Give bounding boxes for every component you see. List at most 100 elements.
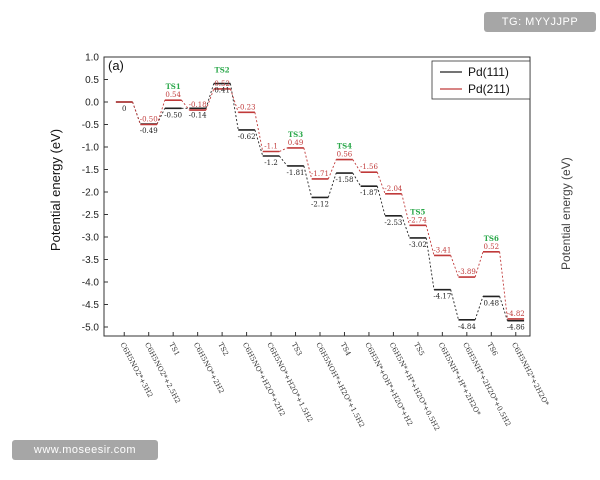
x-tick-label: C6H5N*+H*+H2O*+0.5H2 (388, 341, 441, 432)
x-tick-label: TS6 (486, 341, 500, 358)
transition-state-label: TS2 (215, 66, 230, 75)
x-tick-label: TS2 (216, 341, 230, 357)
connector-pd111 (156, 108, 166, 125)
connector-pd111 (254, 129, 264, 157)
data-label-pd111: -2.12 (311, 200, 329, 208)
connector-pd211 (425, 225, 435, 256)
data-label-pd111: -4.86 (507, 324, 525, 332)
transition-state-label: TS4 (337, 142, 352, 151)
transition-state-label: TS6 (484, 234, 499, 243)
y-tick-label: -1.0 (82, 143, 100, 154)
x-tick-label: TS5 (412, 341, 426, 357)
y-tick-label: 1.0 (85, 53, 99, 64)
legend-label-pd211: Pd(211) (468, 82, 510, 96)
data-label-pd211: -1.56 (360, 163, 378, 171)
y-tick-label: -3.5 (82, 255, 100, 266)
data-label-pd111: -4.17 (433, 293, 451, 301)
data-label-pd211: -4.82 (507, 310, 525, 318)
data-label-pd111: -4.84 (458, 323, 476, 331)
connector-pd111 (279, 155, 288, 167)
x-tick-label: TS4 (339, 341, 353, 358)
legend-label-pd111: Pd(111) (468, 65, 509, 79)
connector-pd111 (474, 296, 484, 320)
y-tick-label: 0.5 (85, 75, 99, 86)
connector-pd211 (474, 251, 484, 278)
connector-pd211 (230, 88, 239, 113)
x-tick-label: C6H5N*+OH*+H2O*+H2 (363, 341, 414, 427)
connector-pd111 (499, 296, 508, 321)
y-axis-title: Potential energy (eV) (48, 129, 63, 251)
panel-label: (a) (108, 58, 124, 73)
connector-pd111 (205, 83, 215, 109)
energy-profile (115, 82, 525, 322)
y-tick-label: -3.0 (82, 233, 100, 244)
data-label-pd111: -1.87 (360, 189, 378, 197)
transition-state-label: TS5 (410, 207, 425, 216)
y-tick-label: 0.0 (85, 98, 99, 109)
x-tick-label: C6H5NH*+2H2O*+0.5H2 (461, 341, 512, 428)
data-label-pd211: -3.41 (433, 246, 451, 254)
connector-pd111 (450, 289, 459, 320)
connector-pd211 (499, 251, 508, 319)
plot-frame (103, 56, 531, 337)
x-tick-label: TS3 (290, 341, 304, 357)
data-label-pd111: 0.48 (483, 299, 499, 307)
data-label-pd211: -0.18 (189, 101, 207, 109)
connector-pd211 (327, 159, 337, 180)
x-tick-label: C6H5NO*+H2O*+2H2 (241, 341, 287, 417)
x-tick-label: C6H5NOH*+H2O*+1.5H2 (314, 341, 366, 429)
y-tick-label: -1.5 (82, 165, 100, 176)
data-label-pd211: -1.71 (311, 170, 329, 178)
data-label-pd211: -2.74 (409, 216, 427, 224)
data-label-pd111: 0.41 (214, 87, 230, 95)
y-axis: 1.0 0.5 0.0 -0.5 -1.0 -1.5 -2.0 -2.5 -3.0 -3.5 -4.… (82, 53, 108, 334)
x-tick-label: TS1 (167, 341, 181, 357)
data-label-pd111: -0.62 (238, 133, 256, 141)
plot-border (103, 56, 531, 337)
transition-state-label: TS3 (288, 130, 303, 139)
x-tick-label: C6H5NO*+H2O*+1.5H2 (265, 341, 314, 423)
data-label-pd211: 0.49 (288, 139, 304, 147)
data-label-pd111: -0.14 (189, 111, 207, 119)
x-tick-label: C6H5NH*+H*+2H2O* (437, 341, 483, 417)
data-label-pd211: -3.89 (458, 268, 476, 276)
connector-pd111 (425, 237, 435, 290)
data-label-pd111: -1.58 (335, 176, 353, 184)
data-label-pd211: 0.56 (337, 151, 353, 159)
connector-pd211 (156, 100, 166, 125)
connector-pd111 (352, 172, 362, 187)
value-labels: 0 -0.49 -0.50 -0.14 0.41 -0.62 -1.2 -1.81 -2.12 -… (122, 80, 525, 332)
data-label-pd111: -0.50 (164, 111, 182, 119)
adjacent-panel-axis-title: Potential energy (eV) (559, 157, 573, 270)
transition-state-label: TS1 (166, 82, 181, 91)
legend-box (431, 60, 531, 100)
y-tick-label: -4.0 (82, 278, 100, 289)
data-label-pd211: 0.52 (214, 80, 230, 88)
data-label-pd111: -0.49 (140, 127, 158, 135)
adjacent-panel-fragment: Potential energy (eV) (558, 140, 598, 270)
data-label-pd211: -0.50 (140, 116, 158, 124)
transition-state-labels: TS1 TS2 TS3 TS4 TS5 TS6 (166, 66, 499, 243)
y-tick-label: -2.5 (82, 210, 100, 221)
data-label-pd211: 0.52 (483, 243, 499, 251)
connector-pd211 (254, 112, 264, 152)
connector-pd211 (279, 147, 288, 152)
connector-pd111 (303, 165, 313, 198)
data-label-pd111: -3.02 (409, 241, 427, 249)
legend: Pd(111) Pd(211) (431, 60, 531, 100)
data-label-pd111: -2.53 (384, 219, 402, 227)
data-label-pd211: -2.04 (384, 185, 402, 193)
data-label-pd211: 0.54 (165, 91, 181, 99)
watermark-top: TG: MYYJJPP (484, 12, 596, 32)
connector-pd211 (352, 159, 362, 173)
connector-pd211 (303, 147, 313, 180)
data-label-pd111: -1.81 (287, 169, 305, 177)
x-tick-label: C6H5NH2*+2H2O* (510, 341, 550, 408)
y-tick-label: -0.5 (82, 120, 100, 131)
connector-pd211 (401, 193, 410, 226)
connector-pd211 (205, 88, 215, 111)
data-label-pd211: -1.1 (264, 143, 278, 151)
data-label-pd111: 0 (122, 105, 126, 113)
